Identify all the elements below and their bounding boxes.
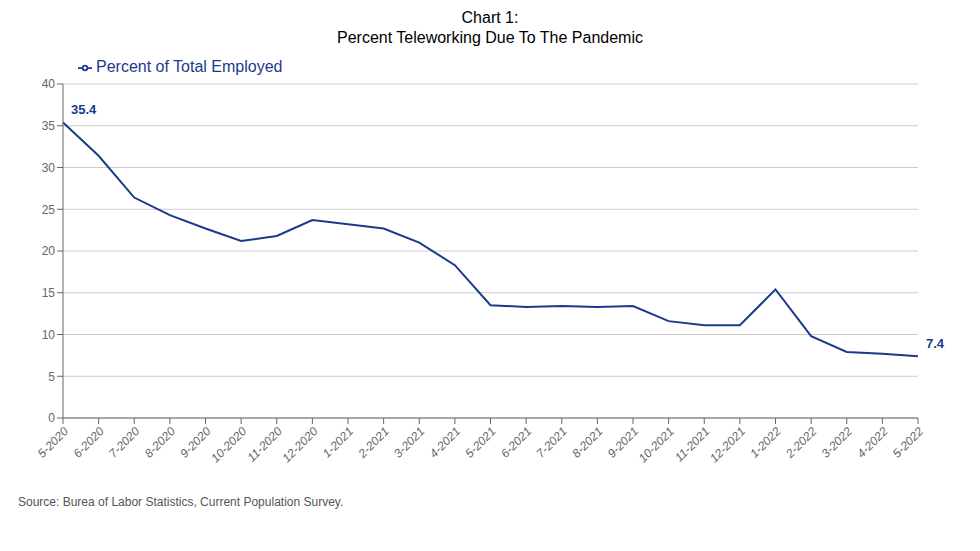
svg-text:7-2021: 7-2021: [534, 424, 570, 460]
svg-text:7.4: 7.4: [926, 336, 945, 351]
svg-text:1-2021: 1-2021: [320, 424, 356, 460]
svg-text:4-2022: 4-2022: [854, 424, 891, 461]
svg-text:5: 5: [48, 370, 55, 384]
svg-text:5-2020: 5-2020: [35, 424, 72, 461]
svg-text:7-2020: 7-2020: [106, 424, 143, 461]
svg-text:8-2020: 8-2020: [142, 424, 179, 461]
svg-text:12-2020: 12-2020: [279, 424, 320, 465]
svg-text:20: 20: [42, 244, 56, 258]
svg-text:11-2020: 11-2020: [244, 424, 285, 465]
svg-text:1-2022: 1-2022: [747, 424, 784, 461]
svg-text:12-2021: 12-2021: [707, 424, 748, 465]
svg-text:5-2021: 5-2021: [462, 424, 498, 460]
svg-text:0: 0: [48, 411, 55, 425]
svg-text:40: 40: [42, 77, 56, 91]
svg-text:8-2021: 8-2021: [569, 424, 605, 460]
svg-text:2-2021: 2-2021: [355, 424, 392, 461]
svg-text:10: 10: [42, 328, 56, 342]
html-text:Chart 1:: Chart 1:: [461, 9, 519, 26]
svg-text:25: 25: [42, 203, 56, 217]
svg-text:30: 30: [42, 161, 56, 175]
svg-text:9-2021: 9-2021: [604, 424, 642, 461]
svg-text:9-2020: 9-2020: [177, 424, 214, 461]
svg-text:3-2021: 3-2021: [391, 424, 427, 460]
html-text:Source: Burea of Labor Statist: Source: Burea of Labor Statistics, Curre…: [18, 495, 344, 509]
html-text:Percent Teleworking Due To The: Percent Teleworking Due To The Pandemic: [337, 29, 643, 46]
svg-text:11-2021: 11-2021: [672, 424, 712, 464]
html-text:Percent of Total Employed: Percent of Total Employed: [96, 58, 283, 75]
svg-text:10-2021: 10-2021: [636, 424, 677, 465]
svg-text:6-2021: 6-2021: [498, 424, 534, 460]
svg-text:6-2020: 6-2020: [70, 424, 107, 461]
svg-text:2-2022: 2-2022: [782, 424, 819, 461]
svg-text:35: 35: [42, 119, 56, 133]
svg-text:3-2022: 3-2022: [819, 424, 856, 461]
svg-text:5-2022: 5-2022: [890, 424, 927, 461]
svg-text:15: 15: [42, 286, 56, 300]
svg-text:10-2020: 10-2020: [208, 424, 249, 465]
svg-text:35.4: 35.4: [71, 102, 97, 117]
svg-text:4-2021: 4-2021: [427, 424, 463, 460]
